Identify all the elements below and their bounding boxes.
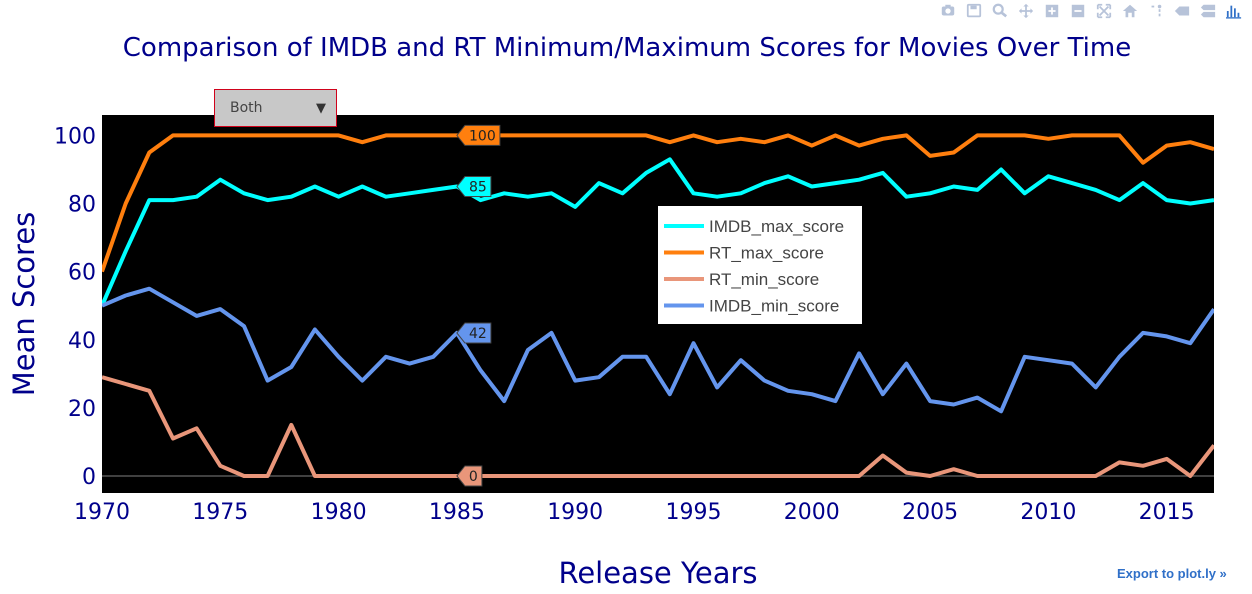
series-line-RT_max_score[interactable] [102, 133, 1214, 273]
modebar [938, 2, 1244, 20]
y-tick-label: 40 [68, 329, 96, 354]
hover-label-IMDB_max_score: 85 [456, 176, 492, 198]
legend-item-IMDB_max_score[interactable]: IMDB_max_score [664, 217, 844, 236]
zoom-icon[interactable] [990, 2, 1010, 20]
y-tick-label: 0 [82, 465, 96, 490]
x-tick-label: 1970 [74, 500, 130, 525]
y-axis-label: Mean Scores [7, 212, 41, 397]
legend[interactable]: IMDB_max_score RT_max_score RT_min_score IM… [658, 206, 862, 324]
series-line-IMDB_max_score[interactable] [102, 157, 1214, 307]
legend-label: IMDB_max_score [709, 217, 844, 236]
y-tick-label: 60 [68, 261, 96, 286]
x-axis-label: Release Years [558, 556, 757, 590]
hover-label-IMDB_min_score: 42 [456, 322, 492, 344]
plotly-logo-icon[interactable] [1224, 2, 1244, 20]
autoscale-icon[interactable] [1094, 2, 1114, 20]
y-tick-label: 100 [54, 124, 96, 149]
zoom-out-icon[interactable] [1068, 2, 1088, 20]
x-tick-label: 1995 [665, 500, 721, 525]
legend-item-IMDB_min_score[interactable]: IMDB_min_score [664, 297, 839, 316]
export-link[interactable]: Export to plot.ly » [1117, 566, 1227, 581]
x-tick-label: 1985 [429, 500, 485, 525]
legend-label: IMDB_min_score [709, 297, 839, 316]
x-tick-label: 2005 [902, 500, 958, 525]
hover-closest-icon[interactable] [1172, 2, 1192, 20]
legend-item-RT_min_score[interactable]: RT_min_score [664, 270, 819, 289]
x-tick-label: 1990 [547, 500, 603, 525]
x-tick-label: 2010 [1020, 500, 1076, 525]
home-icon[interactable] [1120, 2, 1140, 20]
x-tick-label: 1980 [311, 500, 367, 525]
legend-label: RT_max_score [709, 244, 824, 263]
camera-icon[interactable] [938, 2, 958, 20]
hover-label-RT_min_score: 0 [456, 465, 483, 487]
save-icon[interactable] [964, 2, 984, 20]
series-group [102, 133, 1214, 478]
series-line-IMDB_min_score[interactable] [102, 286, 1214, 414]
hover-label-text: 42 [469, 326, 487, 342]
pan-icon[interactable] [1016, 2, 1036, 20]
legend-label: RT_min_score [709, 270, 819, 289]
series-dropdown[interactable]: Both ▼ [214, 89, 337, 127]
legend-item-RT_max_score[interactable]: RT_max_score [664, 244, 824, 263]
hover-label-text: 0 [469, 469, 478, 485]
dropdown-arrow-icon: ▼ [316, 100, 326, 116]
hover-compare-icon[interactable] [1198, 2, 1218, 20]
spike-icon[interactable] [1146, 2, 1166, 20]
dropdown-selected-label: Both [230, 100, 263, 116]
zoom-in-icon[interactable] [1042, 2, 1062, 20]
hover-label-RT_max_score: 100 [456, 124, 501, 146]
x-tick-label: 2015 [1139, 500, 1195, 525]
series-line-RT_min_score[interactable] [102, 375, 1214, 478]
hover-label-text: 100 [469, 128, 496, 144]
y-tick-label: 80 [68, 193, 96, 218]
x-tick-label: 1975 [192, 500, 248, 525]
hover-label-text: 85 [469, 180, 487, 196]
chart-title: Comparison of IMDB and RT Minimum/Maximu… [123, 33, 1131, 63]
x-tick-label: 2000 [784, 500, 840, 525]
y-tick-label: 20 [68, 397, 96, 422]
